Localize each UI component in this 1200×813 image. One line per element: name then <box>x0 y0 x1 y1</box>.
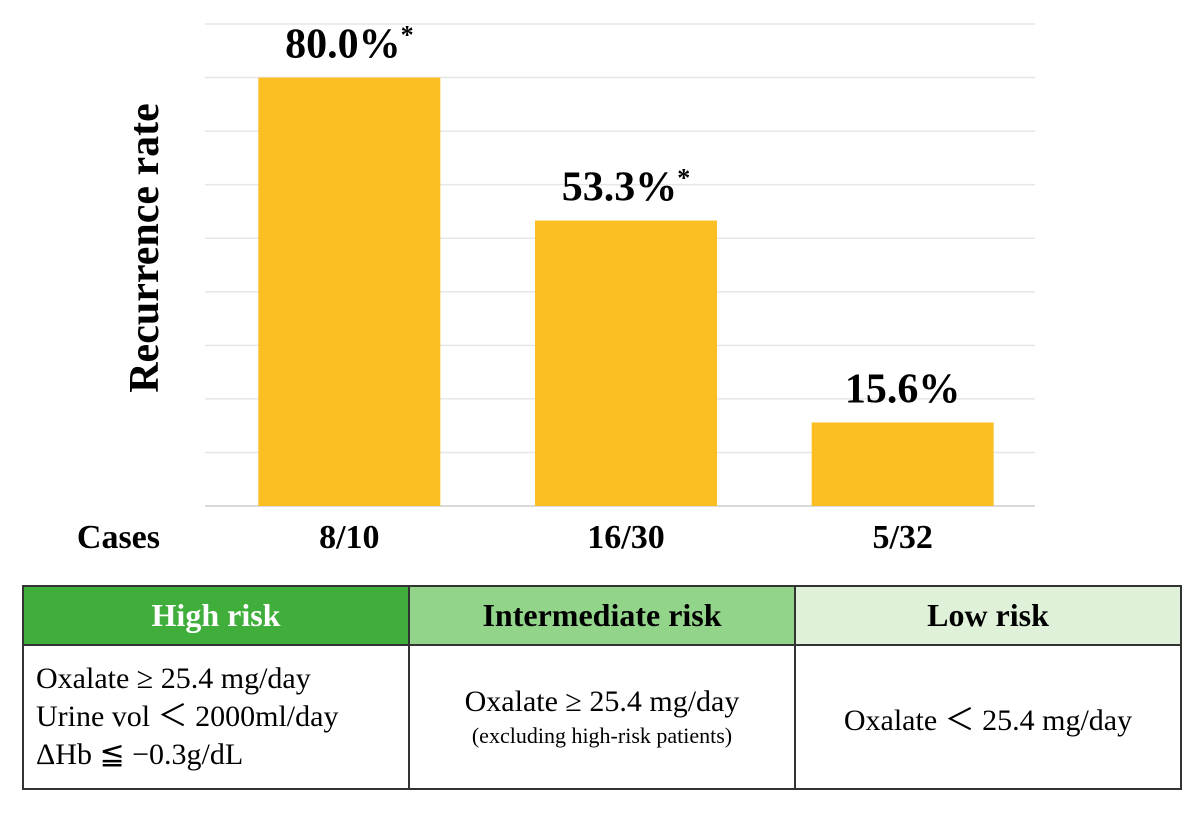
high-risk-criteria: Oxalate ≥ 25.4 mg/day Urine vol ＜ 2000ml… <box>22 644 410 790</box>
high-criterion-hemoglobin: ΔHb ≦ −0.3g/dL <box>36 738 244 771</box>
cases-value: 8/10 <box>319 519 379 556</box>
intermediate-note: (excluding high-risk patients) <box>471 723 733 748</box>
header-high-risk: High risk <box>22 585 410 646</box>
table-criteria-row: Oxalate ≥ 25.4 mg/day Urine vol ＜ 2000ml… <box>22 644 1182 790</box>
bar-low-risk <box>811 422 994 506</box>
cases-values: 8/10 16/30 5/32 <box>319 519 933 556</box>
recurrence-bar-chart: 80.0%*53.3%*15.6% Recurrence rate Cases … <box>77 21 1035 556</box>
cases-label: Cases <box>77 519 160 556</box>
bar-value-label: 53.3%* <box>562 164 691 211</box>
bar-value-label: 80.0%* <box>285 21 414 68</box>
bar-intermediate-risk <box>535 220 717 506</box>
intermediate-risk-criteria: Oxalate ≥ 25.4 mg/day (excluding high-ri… <box>408 644 796 790</box>
y-axis-label: Recurrence rate <box>122 103 168 393</box>
bar-value-labels: 80.0%* 53.3%* 15.6% <box>285 21 960 413</box>
low-criterion: Oxalate ＜ 25.4 mg/day <box>843 704 1133 737</box>
bar-value-label: 15.6% <box>845 366 961 412</box>
cases-value: 5/32 <box>872 519 932 556</box>
cases-value: 16/30 <box>587 519 664 556</box>
table-header-row: High risk Intermediate risk Low risk <box>22 585 1182 646</box>
bar-high-risk <box>258 77 441 507</box>
risk-criteria-table: High risk Intermediate risk Low risk Oxa… <box>22 585 1182 790</box>
header-low-risk: Low risk <box>794 585 1182 646</box>
intermediate-criterion: Oxalate ≥ 25.4 mg/day <box>464 685 740 718</box>
high-criterion-oxalate: Oxalate ≥ 25.4 mg/day <box>36 662 311 695</box>
high-criterion-urine-volume: Urine vol ＜ 2000ml/day <box>36 700 339 733</box>
significance-mark: * <box>677 164 690 193</box>
significance-mark: * <box>401 21 414 50</box>
low-risk-criteria: Oxalate ＜ 25.4 mg/day <box>794 644 1182 790</box>
header-intermediate-risk: Intermediate risk <box>408 585 796 646</box>
bars <box>258 77 994 507</box>
